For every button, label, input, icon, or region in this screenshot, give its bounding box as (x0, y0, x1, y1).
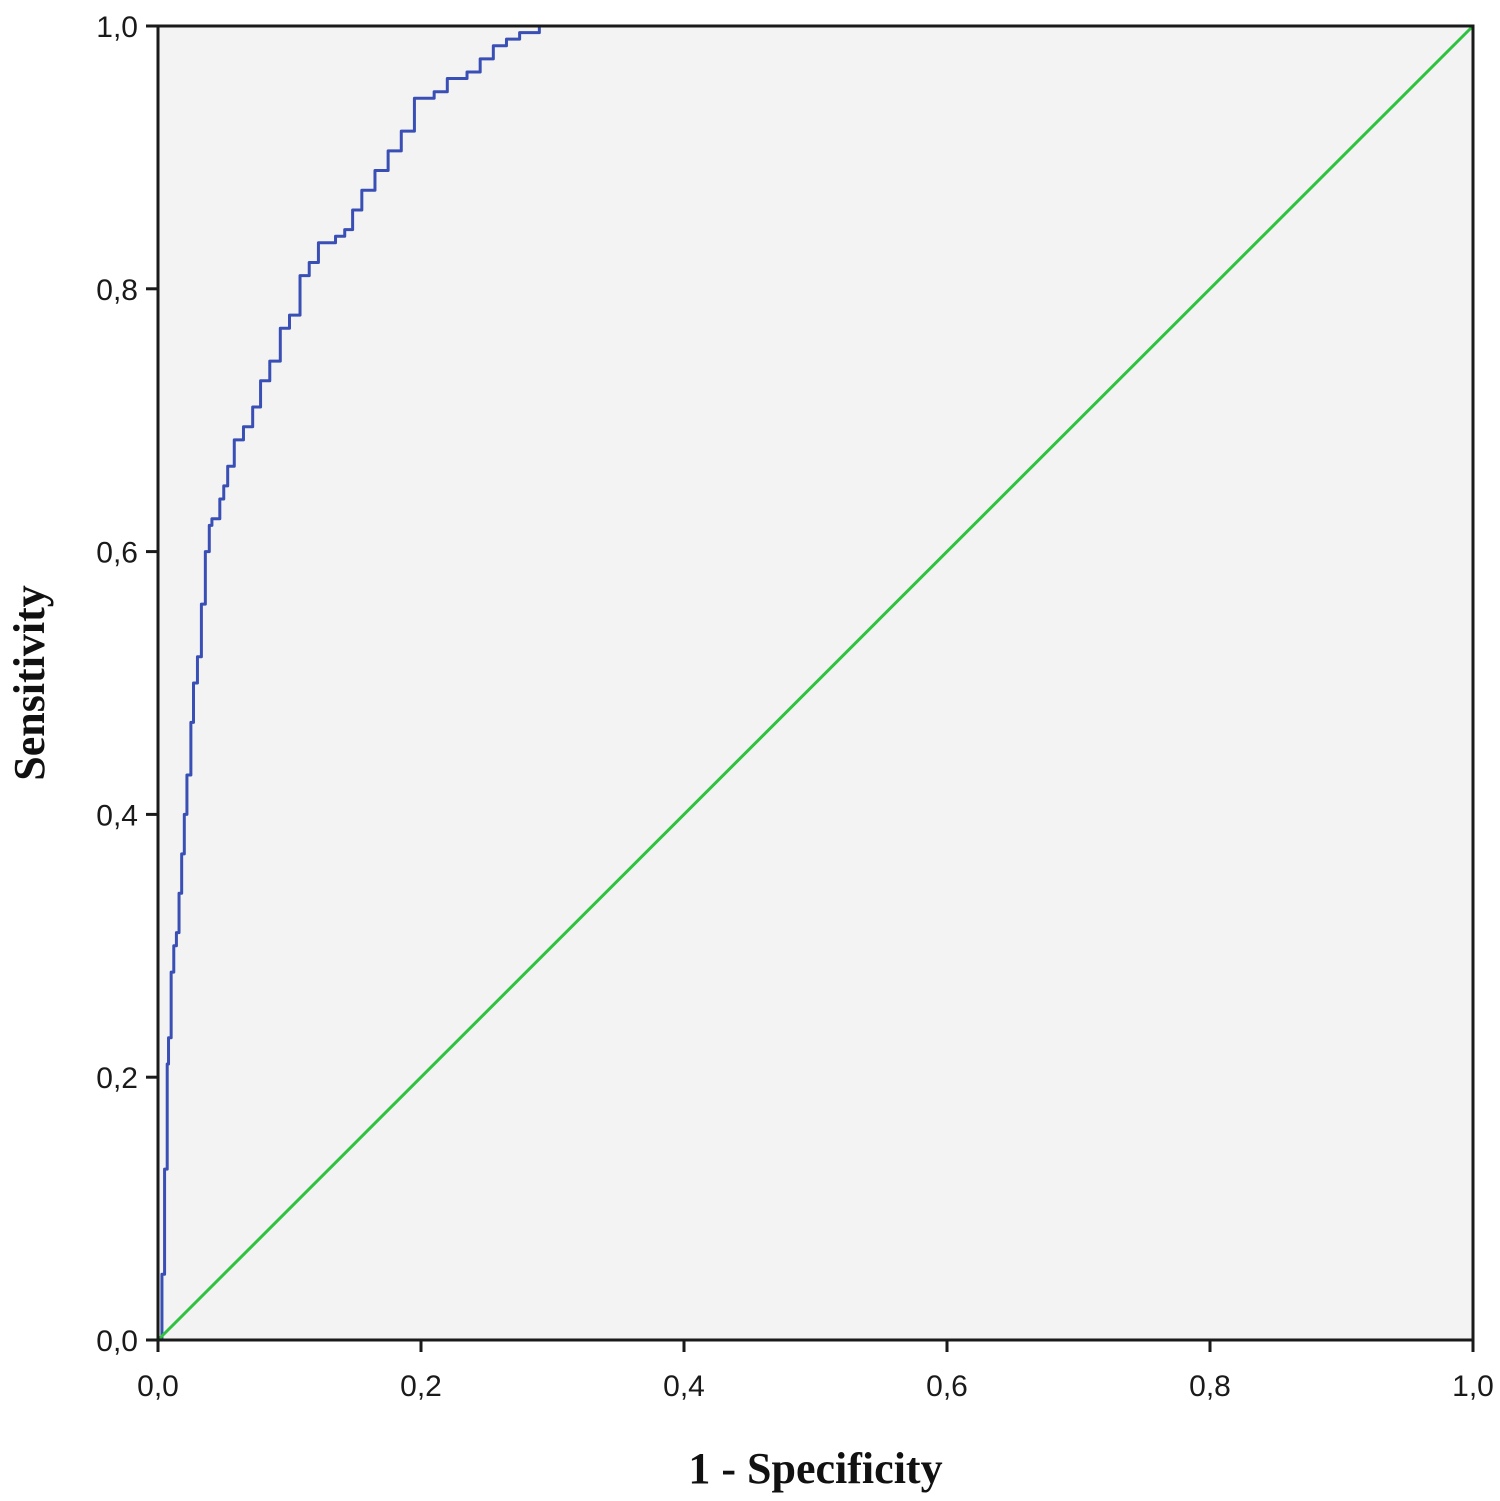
series-layer (156, 24, 1475, 1342)
x-tick-label: 0,4 (663, 1370, 705, 1403)
x-tick-label: 1,0 (1452, 1370, 1494, 1403)
x-axis-title: 1 - Specificity (688, 1444, 942, 1493)
y-tick-label: 0,8 (96, 274, 138, 307)
y-tick-label: 0,2 (96, 1062, 138, 1095)
y-tick-label: 1,0 (96, 11, 138, 44)
reference-line (156, 24, 1475, 1342)
roc-curve (158, 24, 1473, 1342)
x-tick-label: 0,6 (926, 1370, 968, 1403)
y-tick-label: 0,4 (96, 799, 138, 832)
y-tick-label: 0,0 (96, 1325, 138, 1358)
plot-frame (156, 24, 1475, 1342)
y-axis-title: Sensitivity (5, 585, 54, 781)
x-tick-label: 0,8 (1189, 1370, 1231, 1403)
y-tick-label: 0,6 (96, 537, 138, 570)
x-tick-label: 0,2 (400, 1370, 442, 1403)
x-tick-label: 0,0 (137, 1370, 179, 1403)
ticks-layer: 0,0 0,0 0,2 0,2 0,4 0,4 0,6 0,6 0,8 0,8 1,0 1,0 (96, 11, 1494, 1403)
